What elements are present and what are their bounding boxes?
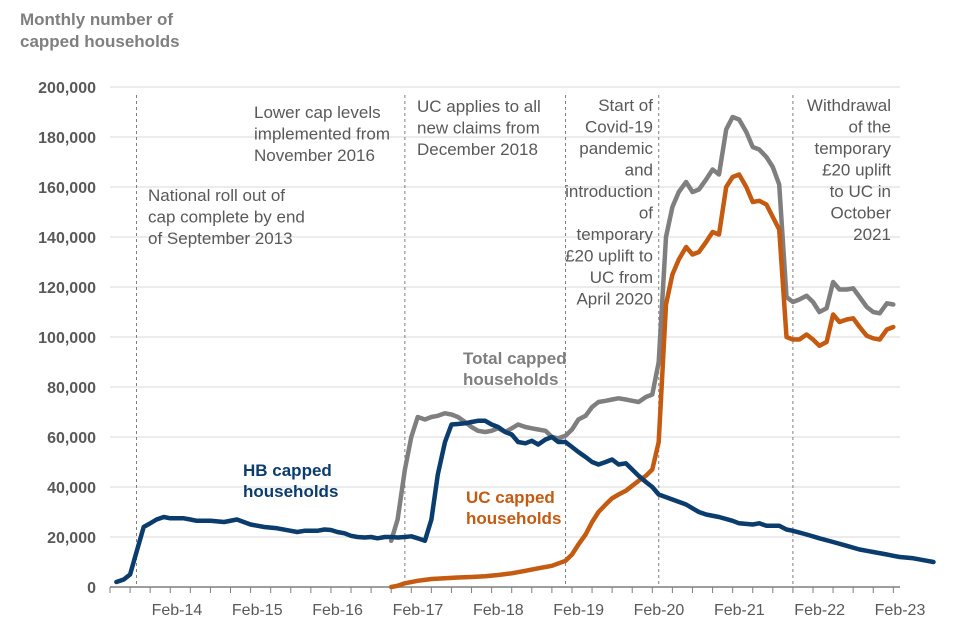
x-tick-label: Feb-19 bbox=[553, 602, 604, 619]
annotation-text: temporary bbox=[576, 225, 653, 244]
series-label: households bbox=[463, 370, 558, 389]
x-tick-label: Feb-15 bbox=[232, 602, 283, 619]
annotations: National roll out of cap complete by end o… bbox=[148, 96, 891, 309]
annotation-text: and bbox=[625, 161, 653, 180]
annotation-text: 2021 bbox=[853, 225, 891, 244]
y-tick-label: 0 bbox=[87, 580, 96, 597]
y-axis-title: Monthly number of capped households bbox=[20, 10, 180, 51]
y-tick-label: 100,000 bbox=[38, 330, 96, 347]
y-tick-label: 200,000 bbox=[38, 80, 96, 97]
x-tick-label: Feb-21 bbox=[714, 602, 765, 619]
x-tick-label: Feb-16 bbox=[312, 602, 363, 619]
y-tick-label: 60,000 bbox=[47, 430, 96, 447]
annotation-text: to UC in bbox=[830, 182, 891, 201]
y-tick-label: 80,000 bbox=[47, 380, 96, 397]
x-tick-label: Feb-22 bbox=[794, 602, 845, 619]
annotation-text: pandemic bbox=[579, 139, 653, 158]
annotation-text: Start of bbox=[598, 96, 653, 115]
series-labels: Total capped households UC capped household… bbox=[243, 349, 567, 528]
annotation-text: Withdrawal bbox=[807, 96, 891, 115]
y-tick-label: 40,000 bbox=[47, 480, 96, 497]
annotation-text: of the bbox=[848, 118, 891, 137]
series-label: HB capped bbox=[243, 461, 332, 480]
annotation-text: implemented from bbox=[254, 125, 390, 144]
y-tick-label: 160,000 bbox=[38, 180, 96, 197]
annotation-text: cap complete by end bbox=[148, 208, 305, 227]
annotation-text: April 2020 bbox=[576, 290, 653, 309]
x-tick-label: Feb-20 bbox=[634, 602, 685, 619]
annotation-text: introduction bbox=[565, 182, 653, 201]
series-line bbox=[388, 172, 896, 590]
gridlines bbox=[110, 86, 900, 538]
annotation-text: UC from bbox=[590, 268, 653, 287]
y-tick-label: 180,000 bbox=[38, 130, 96, 147]
annotation-text: £20 uplift to bbox=[565, 247, 653, 266]
annotation-text: October bbox=[831, 204, 892, 223]
y-tick-label: 120,000 bbox=[38, 280, 96, 297]
series-label: UC capped bbox=[466, 488, 555, 507]
annotation-text: of bbox=[639, 204, 653, 223]
annotation-text: Lower cap levels bbox=[254, 103, 381, 122]
annotation-text: £20 uplift bbox=[822, 161, 891, 180]
series-line bbox=[388, 114, 896, 544]
series-label: households bbox=[466, 509, 561, 528]
x-tick-label: Feb-17 bbox=[393, 602, 444, 619]
axes: 0 20,000 40,000 60,000 80,000 100,000 120,000 1… bbox=[38, 80, 925, 619]
annotation-text: temporary bbox=[814, 139, 891, 158]
annotation-text: new claims from bbox=[417, 119, 540, 138]
annotation-text: November 2016 bbox=[254, 146, 375, 165]
annotation-text: December 2018 bbox=[417, 140, 538, 159]
x-tick-label: Feb-18 bbox=[473, 602, 524, 619]
series-label: households bbox=[243, 482, 338, 501]
series-label: Total capped bbox=[463, 349, 567, 368]
y-tick-label: 140,000 bbox=[38, 230, 96, 247]
annotation-text: UC applies to all bbox=[417, 97, 541, 116]
annotation-text: of September 2013 bbox=[148, 229, 293, 248]
y-tick-label: 20,000 bbox=[47, 530, 96, 547]
annotation-text: National roll out of bbox=[148, 186, 285, 205]
x-tick-label: Feb-14 bbox=[152, 602, 203, 619]
annotation-text: Covid-19 bbox=[585, 118, 653, 137]
event-markers bbox=[136, 95, 794, 587]
series-line bbox=[114, 418, 936, 585]
series-lines bbox=[114, 114, 936, 590]
x-tick-label: Feb-23 bbox=[875, 602, 926, 619]
